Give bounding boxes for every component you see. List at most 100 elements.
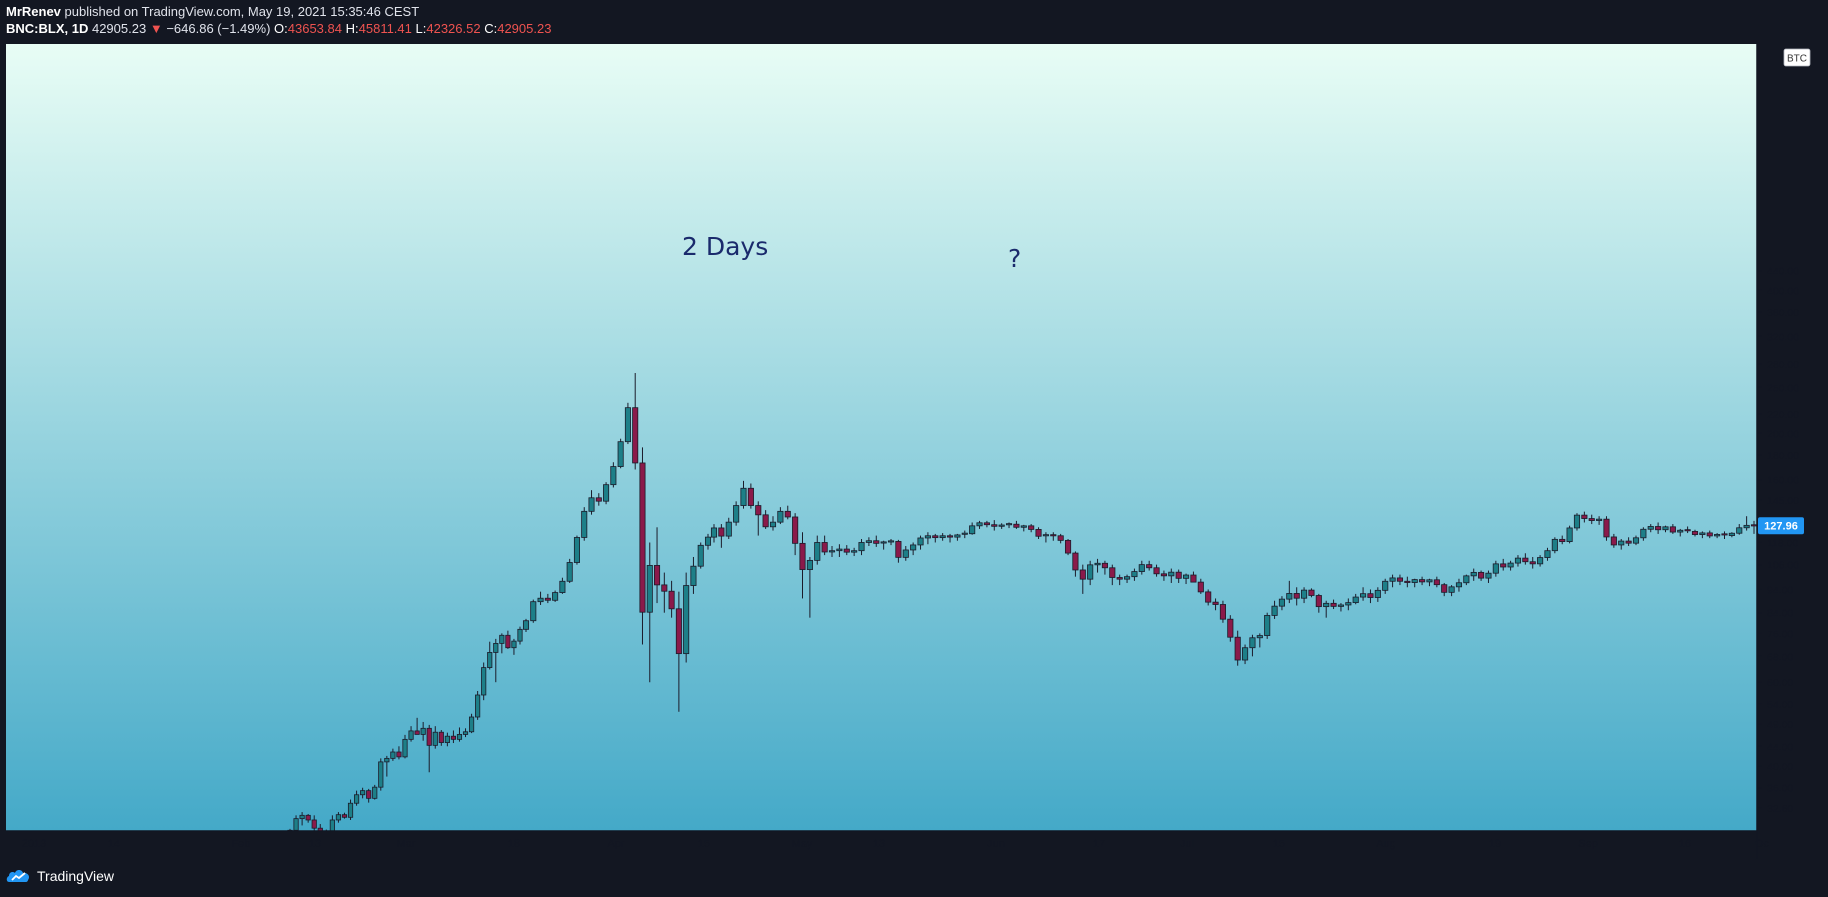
candle[interactable] — [718, 524, 725, 548]
candle[interactable] — [1035, 527, 1042, 540]
chart-area[interactable]: 32.60 36.00 40.00 44.00 49.00 54.00 60.00 68.00… — [6, 44, 1822, 859]
candle[interactable] — [1072, 551, 1079, 577]
candle[interactable] — [505, 630, 511, 649]
candle[interactable] — [983, 520, 990, 528]
candle[interactable] — [432, 726, 438, 749]
candle[interactable] — [1669, 524, 1676, 534]
candle[interactable] — [880, 540, 887, 550]
candle[interactable] — [1087, 560, 1094, 586]
candle[interactable] — [1618, 539, 1625, 550]
candle[interactable] — [1544, 547, 1551, 561]
candle[interactable] — [1411, 578, 1418, 588]
candle[interactable] — [1463, 574, 1470, 586]
candle[interactable] — [1478, 570, 1485, 581]
candle[interactable] — [1028, 524, 1035, 533]
candle[interactable] — [939, 533, 946, 541]
candle[interactable] — [420, 721, 426, 741]
author-name[interactable]: MrRenev — [6, 4, 61, 19]
candle[interactable] — [595, 493, 602, 506]
candle[interactable] — [858, 539, 865, 556]
candle[interactable] — [1699, 531, 1706, 539]
candle[interactable] — [341, 812, 348, 819]
candle[interactable] — [1433, 576, 1440, 588]
candle[interactable] — [573, 535, 580, 565]
candle[interactable] — [372, 784, 378, 800]
candle[interactable] — [661, 572, 668, 613]
candle[interactable] — [1655, 522, 1662, 534]
candle[interactable] — [821, 535, 828, 556]
candle[interactable] — [1573, 513, 1581, 531]
candle[interactable] — [1042, 532, 1049, 543]
candle[interactable] — [1743, 516, 1750, 531]
candle[interactable] — [917, 535, 924, 550]
candle[interactable] — [1109, 564, 1116, 586]
candle[interactable] — [1566, 525, 1573, 544]
candle[interactable] — [517, 626, 523, 645]
candle[interactable] — [1330, 599, 1337, 610]
candle[interactable] — [1736, 524, 1743, 535]
candle[interactable] — [1419, 576, 1426, 586]
candle[interactable] — [378, 758, 384, 791]
candle[interactable] — [784, 505, 791, 520]
candle[interactable] — [1271, 600, 1278, 619]
candle[interactable] — [806, 556, 813, 618]
candle[interactable] — [969, 522, 976, 535]
symbol-interval[interactable]: BNC:BLX, 1D — [6, 21, 89, 36]
candle[interactable] — [924, 532, 931, 545]
candle[interactable] — [1308, 588, 1315, 598]
candle[interactable] — [493, 638, 499, 683]
candle[interactable] — [954, 533, 961, 541]
candle[interactable] — [1123, 574, 1131, 583]
candle[interactable] — [1610, 533, 1617, 548]
candle[interactable] — [733, 501, 740, 526]
candle[interactable] — [1005, 522, 1013, 529]
candle[interactable] — [426, 724, 432, 773]
candle[interactable] — [396, 746, 402, 760]
candle[interactable] — [1315, 593, 1322, 613]
candle[interactable] — [353, 790, 360, 806]
candle[interactable] — [581, 507, 588, 541]
candle[interactable] — [1404, 576, 1411, 588]
candle[interactable] — [762, 510, 769, 529]
candle[interactable] — [1197, 578, 1204, 594]
candle[interactable] — [414, 717, 420, 735]
candle[interactable] — [1728, 532, 1735, 538]
candle[interactable] — [552, 590, 559, 602]
candle[interactable] — [1190, 571, 1197, 583]
candle[interactable] — [1448, 585, 1455, 597]
candle[interactable] — [1684, 526, 1691, 534]
candle[interactable] — [1264, 612, 1271, 639]
candle[interactable] — [697, 542, 704, 569]
candle[interactable] — [366, 788, 372, 803]
candle[interactable] — [690, 556, 697, 594]
candle[interactable] — [1367, 589, 1374, 604]
candle[interactable] — [747, 483, 754, 509]
candle[interactable] — [865, 537, 872, 547]
candle[interactable] — [1286, 580, 1293, 604]
candle[interactable] — [1227, 615, 1234, 642]
candle[interactable] — [610, 462, 617, 488]
candle[interactable] — [792, 513, 799, 556]
candle[interactable] — [1581, 511, 1588, 523]
candle[interactable] — [725, 517, 732, 540]
candle[interactable] — [408, 726, 414, 742]
candle[interactable] — [1146, 560, 1153, 571]
candle[interactable] — [487, 641, 493, 670]
candle[interactable] — [654, 527, 661, 604]
candle[interactable] — [1293, 587, 1300, 606]
candle[interactable] — [740, 480, 747, 509]
candle[interactable] — [1559, 535, 1566, 545]
candle[interactable] — [910, 542, 917, 556]
candle[interactable] — [1632, 535, 1640, 546]
candle[interactable] — [998, 523, 1005, 529]
candle[interactable] — [1588, 514, 1595, 525]
candle[interactable] — [311, 815, 317, 831]
candle[interactable] — [1168, 568, 1175, 583]
candle[interactable] — [1219, 600, 1226, 623]
candle[interactable] — [1677, 528, 1684, 537]
candle[interactable] — [468, 713, 475, 734]
candle[interactable] — [384, 755, 390, 777]
candle[interactable] — [1138, 560, 1145, 575]
candle[interactable] — [450, 730, 456, 744]
candle[interactable] — [675, 591, 682, 712]
